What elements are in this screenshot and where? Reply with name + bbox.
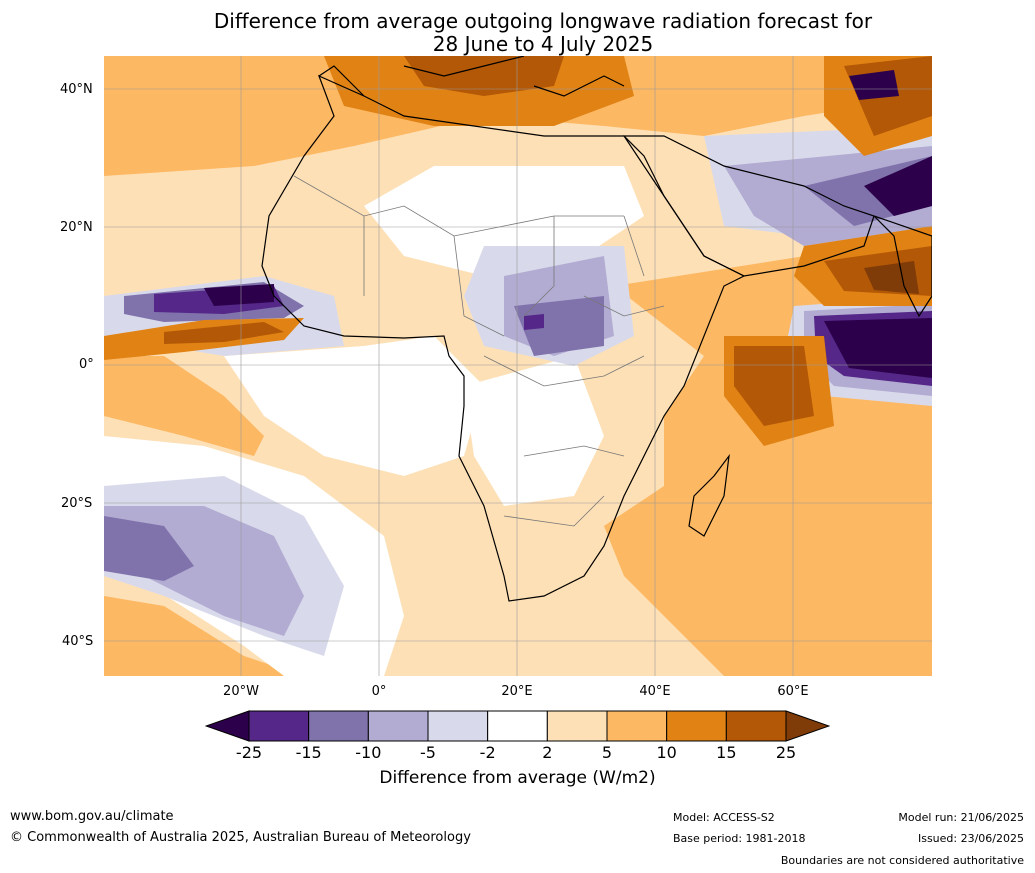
contour-purple-deep [524, 314, 544, 330]
contour-brown-dark [864, 261, 919, 294]
contour-white [224, 336, 484, 476]
contour-purple-dark [204, 284, 274, 306]
contour-purple-dark [824, 318, 932, 378]
contour-brown [164, 322, 284, 344]
coastline-madagascar [688, 453, 730, 537]
colorbar-tick-label: 10 [656, 743, 677, 762]
colorbar-tick-label: -5 [420, 743, 436, 762]
contour-white [464, 356, 604, 506]
colorbar-extend-low [205, 710, 250, 742]
colorbar-tick-label: -25 [235, 743, 263, 762]
title-line-1: Difference from average outgoing longwav… [213, 9, 873, 33]
colorbar-tick-label: 5 [601, 743, 613, 762]
lat-label-40n: 40°N [60, 82, 93, 97]
footer-disclaimer: Boundaries are not considered authoritat… [780, 854, 1024, 867]
colorbar-segment [308, 710, 369, 742]
colorbar-tick-label: 2 [542, 743, 553, 762]
footer-model: Model: ACCESS-S2 [673, 811, 775, 824]
contour-brown [404, 56, 564, 96]
lon-label-20e: 20°E [501, 684, 533, 699]
footer-base-period: Base period: 1981-2018 [673, 832, 806, 845]
coastline-europe [318, 56, 625, 97]
colorbar-segment [546, 710, 608, 742]
coastline-arabia [622, 135, 875, 277]
lon-label-0: 0° [371, 684, 387, 699]
colorbar-extend-high [785, 710, 830, 742]
map-title: Difference from average outgoing longwav… [100, 10, 986, 56]
lat-label-20s: 20°S [61, 496, 93, 511]
footer-copyright: © Commonwealth of Australia 2025, Austra… [10, 830, 471, 845]
lon-label-40e: 40°E [639, 684, 671, 699]
lat-label-20n: 20°N [60, 220, 93, 235]
contour-brown [734, 346, 814, 426]
colorbar-segment [725, 710, 787, 742]
colorbar [205, 710, 830, 742]
footer-website: www.bom.gov.au/climate [10, 809, 174, 824]
lon-label-60e: 60°E [777, 684, 809, 699]
colorbar-tick-label: -15 [295, 743, 322, 762]
colorbar-tick-label: -2 [479, 743, 496, 762]
colorbar-segment [427, 710, 489, 742]
country-borders [293, 175, 665, 527]
colorbar-segment [606, 710, 668, 742]
colorbar-segment [666, 710, 727, 742]
coastline-india [873, 215, 932, 318]
contour-orange [104, 356, 264, 456]
contour-purple-mid [104, 516, 194, 581]
lat-label-equator: 0° [79, 357, 94, 372]
contour-orange [104, 596, 304, 676]
lon-label-20w: 20°W [223, 684, 259, 699]
colorbar-tick-label: 15 [716, 743, 737, 762]
map-canvas [104, 56, 932, 676]
footer-issued: Issued: 23/06/2025 [917, 832, 1024, 845]
olr-anomaly-map [104, 56, 932, 676]
title-line-2: 28 June to 4 July 2025 [432, 32, 654, 56]
graticule [104, 56, 932, 676]
colorbar-label: Difference from average (W/m2) [379, 768, 656, 788]
colorbar-segment [367, 710, 429, 742]
lat-label-40s: 40°S [62, 634, 94, 649]
colorbar-tick-label: 25 [775, 743, 797, 762]
colorbar-segment [248, 710, 310, 742]
colorbar-tick-label: -10 [355, 743, 382, 762]
contour-purple-dark [864, 156, 932, 216]
coastline-africa [261, 74, 746, 602]
colorbar-segment [487, 710, 548, 742]
contour-purple-mid [514, 296, 604, 356]
contour-purple-dark [849, 70, 899, 100]
footer-model-run: Model run: 21/06/2025 [898, 811, 1024, 824]
